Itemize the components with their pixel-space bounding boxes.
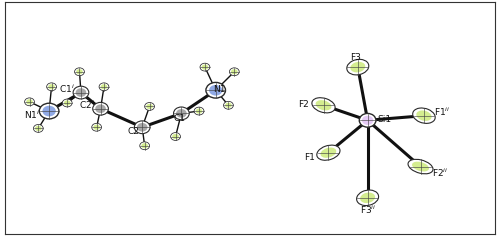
Ellipse shape xyxy=(24,98,34,106)
Ellipse shape xyxy=(92,123,102,131)
Ellipse shape xyxy=(34,124,43,132)
Text: F1$^{ii}$: F1$^{ii}$ xyxy=(434,105,450,118)
Text: C1$^{i}$: C1$^{i}$ xyxy=(58,83,74,95)
Ellipse shape xyxy=(200,63,210,71)
Ellipse shape xyxy=(42,106,56,116)
Ellipse shape xyxy=(316,100,332,110)
Text: C1: C1 xyxy=(174,114,186,122)
Text: C2$^{i}$: C2$^{i}$ xyxy=(79,98,94,111)
Ellipse shape xyxy=(312,98,335,113)
Ellipse shape xyxy=(92,102,108,115)
Ellipse shape xyxy=(356,190,378,206)
Ellipse shape xyxy=(320,148,336,158)
Ellipse shape xyxy=(95,104,106,113)
Ellipse shape xyxy=(64,100,70,106)
Ellipse shape xyxy=(100,84,107,89)
Text: Si1: Si1 xyxy=(378,115,392,124)
Ellipse shape xyxy=(360,114,376,127)
Ellipse shape xyxy=(412,162,429,172)
Text: F3$^{ii}$: F3$^{ii}$ xyxy=(360,203,377,215)
Text: F2: F2 xyxy=(298,100,309,109)
Ellipse shape xyxy=(172,134,179,139)
Ellipse shape xyxy=(146,104,153,109)
Ellipse shape xyxy=(40,103,59,119)
Text: N1: N1 xyxy=(213,85,226,94)
Ellipse shape xyxy=(142,143,148,148)
Ellipse shape xyxy=(174,107,189,120)
Ellipse shape xyxy=(73,86,89,99)
Ellipse shape xyxy=(176,109,186,118)
Ellipse shape xyxy=(26,99,33,105)
Text: N1$^{i}$: N1$^{i}$ xyxy=(24,108,41,121)
Ellipse shape xyxy=(62,99,72,107)
Ellipse shape xyxy=(48,84,55,89)
Ellipse shape xyxy=(202,64,208,70)
Ellipse shape xyxy=(317,145,340,160)
Ellipse shape xyxy=(144,102,154,110)
Ellipse shape xyxy=(99,83,109,91)
Ellipse shape xyxy=(35,126,42,131)
Ellipse shape xyxy=(225,103,232,108)
Ellipse shape xyxy=(209,85,222,96)
Ellipse shape xyxy=(360,193,375,203)
Ellipse shape xyxy=(196,108,202,114)
Text: C2: C2 xyxy=(128,127,140,136)
Ellipse shape xyxy=(76,88,86,97)
Text: F1: F1 xyxy=(304,153,314,162)
Ellipse shape xyxy=(46,83,56,91)
Ellipse shape xyxy=(224,101,234,109)
Ellipse shape xyxy=(140,142,149,150)
Ellipse shape xyxy=(206,82,226,98)
Ellipse shape xyxy=(408,159,433,174)
Text: F2$^{ii}$: F2$^{ii}$ xyxy=(432,167,449,179)
Ellipse shape xyxy=(347,59,369,75)
Ellipse shape xyxy=(76,69,83,74)
Ellipse shape xyxy=(134,121,150,134)
Ellipse shape xyxy=(94,125,100,130)
Ellipse shape xyxy=(74,68,85,76)
Ellipse shape xyxy=(137,123,147,132)
Ellipse shape xyxy=(170,133,180,140)
Ellipse shape xyxy=(231,69,237,74)
Text: F3: F3 xyxy=(350,53,361,62)
Ellipse shape xyxy=(362,116,374,125)
Ellipse shape xyxy=(194,107,204,115)
Ellipse shape xyxy=(350,62,366,72)
Ellipse shape xyxy=(416,110,432,121)
Ellipse shape xyxy=(412,108,435,123)
Ellipse shape xyxy=(230,68,239,76)
